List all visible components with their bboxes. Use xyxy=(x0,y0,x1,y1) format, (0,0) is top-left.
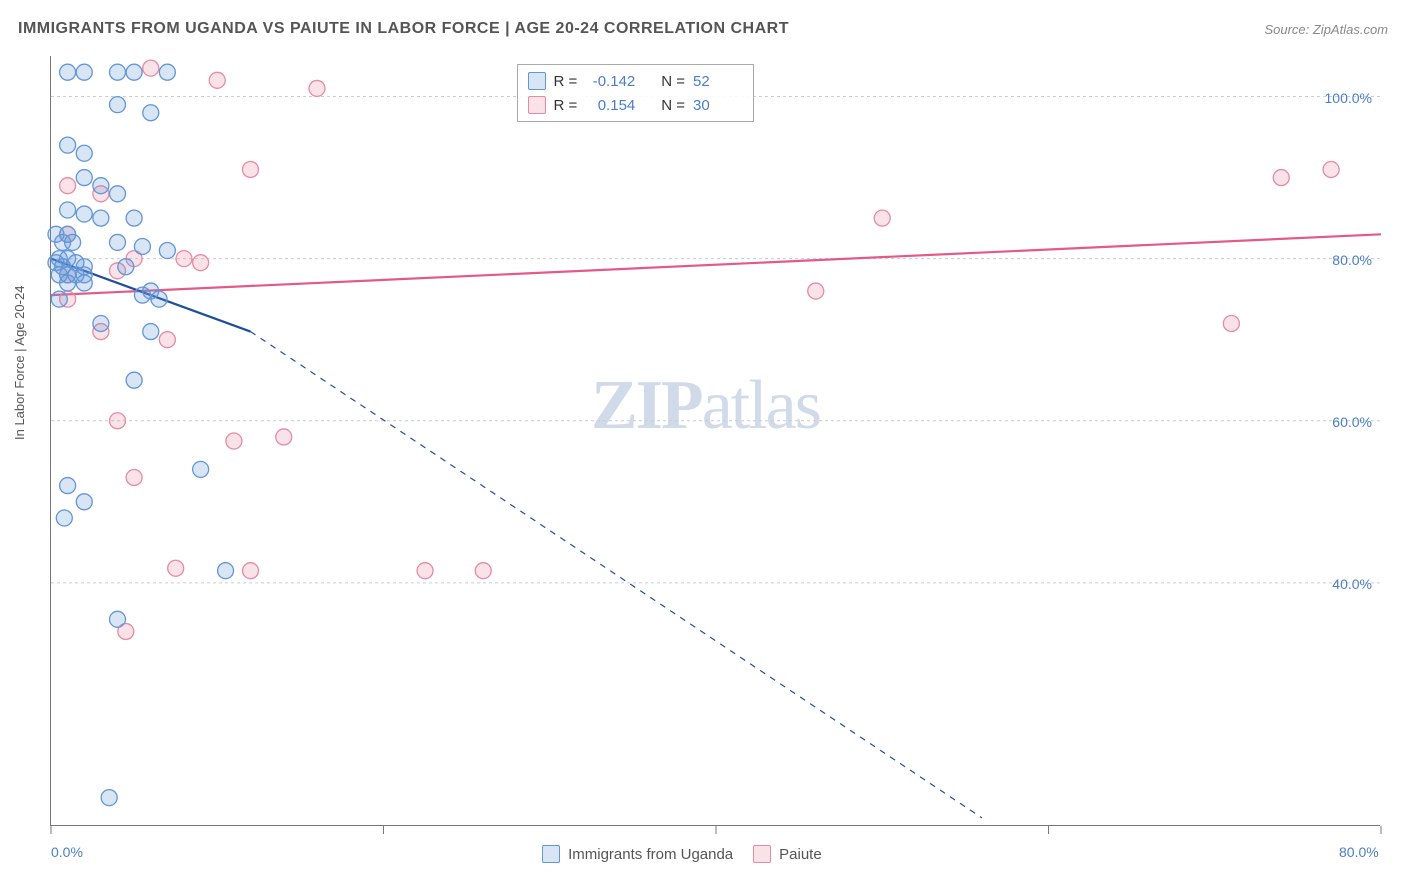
data-point xyxy=(110,97,126,113)
data-point xyxy=(168,560,184,576)
legend-r-label: R = xyxy=(554,97,578,114)
plot-area: ZIPatlas R =-0.142N =52R =0.154N =30 40.… xyxy=(50,56,1380,826)
legend-swatch xyxy=(542,845,560,863)
data-point xyxy=(417,563,433,579)
regression-line-dashed xyxy=(251,332,983,818)
data-point xyxy=(93,178,109,194)
legend-series: Immigrants from Uganda Paiute xyxy=(542,842,822,866)
data-point xyxy=(243,161,259,177)
data-point xyxy=(65,234,81,250)
data-point xyxy=(60,478,76,494)
data-point xyxy=(309,80,325,96)
data-point xyxy=(134,287,150,303)
data-point xyxy=(60,275,76,291)
data-point xyxy=(56,510,72,526)
data-point xyxy=(1223,315,1239,331)
data-point xyxy=(193,461,209,477)
data-point xyxy=(76,145,92,161)
legend-corr-row: R = -0.142 N = 52 xyxy=(528,69,744,93)
data-point xyxy=(51,291,67,307)
y-tick-label: 40.0% xyxy=(1312,576,1372,592)
y-tick-label: 100.0% xyxy=(1312,90,1372,106)
regression-line-solid xyxy=(51,234,1381,295)
legend-corr-row: R = 0.154 N = 30 xyxy=(528,93,744,117)
data-point xyxy=(110,611,126,627)
data-point xyxy=(243,563,259,579)
legend-series-label: Immigrants from Uganda xyxy=(568,846,733,863)
title-bar: IMMIGRANTS FROM UGANDA VS PAIUTE IN LABO… xyxy=(18,20,1388,38)
data-point xyxy=(110,186,126,202)
data-point xyxy=(76,275,92,291)
data-point xyxy=(151,291,167,307)
legend-series-label: Paiute xyxy=(779,846,822,863)
data-point xyxy=(118,259,134,275)
legend-n-label: N = xyxy=(661,73,685,90)
data-point xyxy=(60,202,76,218)
data-point xyxy=(176,251,192,267)
y-tick-label: 60.0% xyxy=(1312,414,1372,430)
legend-n-value: 52 xyxy=(693,73,743,90)
data-point xyxy=(808,283,824,299)
data-point xyxy=(159,243,175,259)
data-point xyxy=(110,413,126,429)
x-tick-label: 0.0% xyxy=(51,844,83,860)
data-point xyxy=(126,210,142,226)
data-point xyxy=(159,64,175,80)
data-point xyxy=(143,105,159,121)
data-point xyxy=(143,324,159,340)
legend-n-label: N = xyxy=(661,97,685,114)
x-tick-label: 80.0% xyxy=(1339,844,1379,860)
data-point xyxy=(209,72,225,88)
legend-r-label: R = xyxy=(554,73,578,90)
data-point xyxy=(1273,170,1289,186)
data-point xyxy=(126,372,142,388)
legend-n-value: 30 xyxy=(693,97,743,114)
data-point xyxy=(93,315,109,331)
data-point xyxy=(76,170,92,186)
data-point xyxy=(126,64,142,80)
legend-r-value: 0.154 xyxy=(585,97,635,114)
data-point xyxy=(76,206,92,222)
data-point xyxy=(134,238,150,254)
data-point xyxy=(159,332,175,348)
data-point xyxy=(101,790,117,806)
data-point xyxy=(193,255,209,271)
data-point xyxy=(60,137,76,153)
data-point xyxy=(60,64,76,80)
plot-svg xyxy=(51,56,1380,825)
legend-swatch xyxy=(753,845,771,863)
y-tick-label: 80.0% xyxy=(1312,252,1372,268)
legend-correlation: R = -0.142 N = 52 R = 0.154 N = 30 xyxy=(517,64,755,122)
data-point xyxy=(226,433,242,449)
data-point xyxy=(110,64,126,80)
source-label: Source: ZipAtlas.com xyxy=(1264,22,1388,37)
data-point xyxy=(126,469,142,485)
data-point xyxy=(143,60,159,76)
legend-r-value: -0.142 xyxy=(585,73,635,90)
data-point xyxy=(76,494,92,510)
data-point xyxy=(276,429,292,445)
data-point xyxy=(76,64,92,80)
legend-series-item: Paiute xyxy=(753,842,822,866)
data-point xyxy=(60,178,76,194)
legend-series-item: Immigrants from Uganda xyxy=(542,842,733,866)
data-point xyxy=(110,234,126,250)
data-point xyxy=(218,563,234,579)
chart-container: IMMIGRANTS FROM UGANDA VS PAIUTE IN LABO… xyxy=(0,0,1406,892)
data-point xyxy=(475,563,491,579)
data-point xyxy=(1323,161,1339,177)
data-point xyxy=(93,210,109,226)
y-axis-label: In Labor Force | Age 20-24 xyxy=(12,286,27,440)
legend-swatch xyxy=(528,72,546,90)
data-point xyxy=(874,210,890,226)
legend-swatch xyxy=(528,96,546,114)
chart-title: IMMIGRANTS FROM UGANDA VS PAIUTE IN LABO… xyxy=(18,20,789,38)
